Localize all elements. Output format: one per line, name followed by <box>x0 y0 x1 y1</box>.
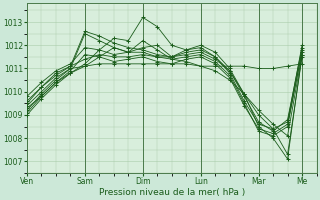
X-axis label: Pression niveau de la mer( hPa ): Pression niveau de la mer( hPa ) <box>99 188 245 197</box>
